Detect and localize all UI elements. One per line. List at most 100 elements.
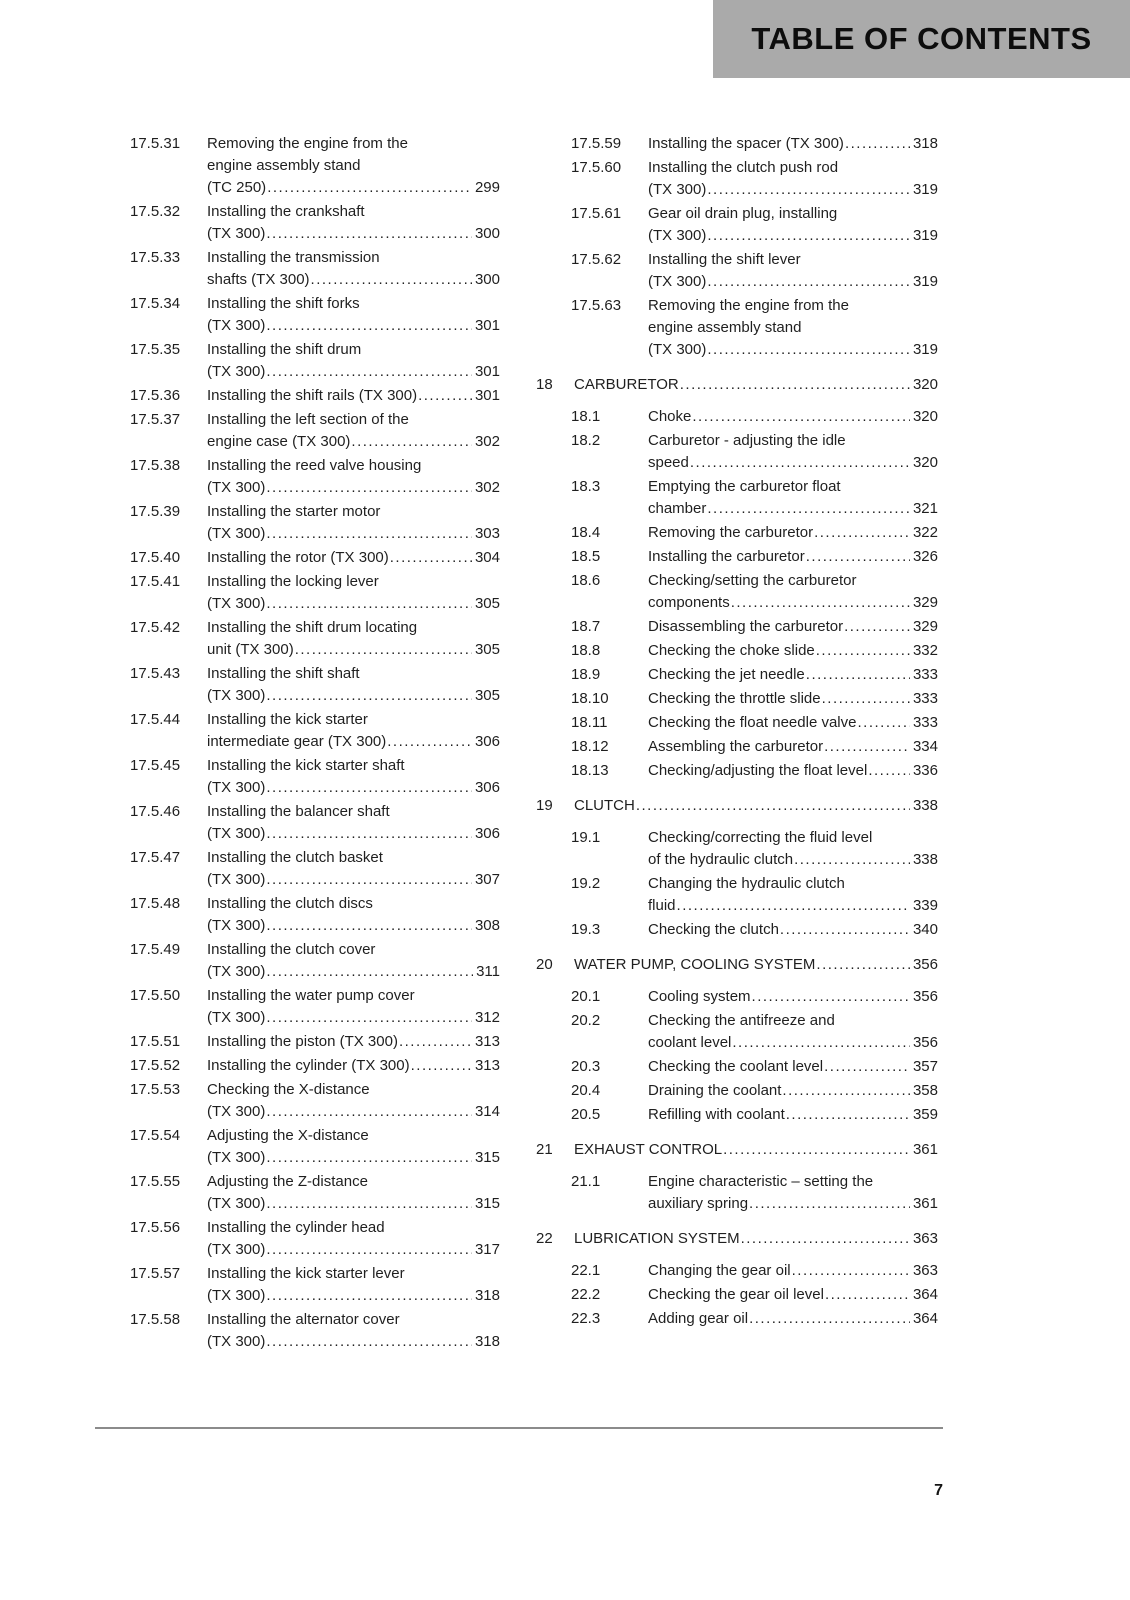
- entry-title-line: Removing the carburetor: [648, 524, 814, 541]
- entry-body: Installing the kick starter shaft (TX 300…: [207, 755, 500, 799]
- dot-leader: [749, 1308, 910, 1330]
- toc-entry-row: 20.3 Checking the coolant level 357: [571, 1056, 938, 1078]
- entry-title-line: Installing the shift forks: [207, 295, 360, 312]
- dot-leader: [707, 339, 910, 361]
- dot-leader: [677, 895, 910, 917]
- entry-number: 17.5.48: [130, 895, 181, 912]
- dot-leader: [723, 1139, 910, 1161]
- entry-title-line: shafts (TX 300): [207, 271, 310, 288]
- entry-title-line: (TX 300): [207, 1287, 266, 1304]
- entry-last-line: of the hydraulic clutch 338: [648, 849, 938, 871]
- chapter-title: LUBRICATION SYSTEM: [574, 1230, 740, 1247]
- entry-page-number: 306: [474, 825, 500, 842]
- entry-number: 22.2: [571, 1286, 601, 1303]
- entry-page-number: 303: [474, 525, 500, 542]
- entry-title-line: (TX 300): [207, 779, 266, 796]
- chapter-body: CARBURETOR 320: [574, 374, 938, 396]
- dot-leader: [825, 1284, 910, 1306]
- toc-entry-row: 20.4 Draining the coolant 358: [571, 1080, 938, 1102]
- entry-title-line: Installing the cylinder (TX 300): [207, 1057, 410, 1074]
- dot-leader: [266, 823, 472, 845]
- dot-leader: [794, 849, 910, 871]
- toc-entry-row: 17.5.44 Installing the kick starter interm…: [130, 709, 500, 753]
- entry-number: 17.5.46: [130, 803, 181, 820]
- entry-last-line: Installing the rotor (TX 300) 304: [207, 547, 500, 569]
- entry-body: Checking the choke slide 332: [648, 640, 938, 662]
- dot-leader: [680, 374, 910, 396]
- entry-body: Installing the clutch basket (TX 300) 307: [207, 847, 500, 891]
- entry-last-line: Draining the coolant 358: [648, 1080, 938, 1102]
- entry-last-line: Choke 320: [648, 406, 938, 428]
- entry-page-number: 339: [912, 897, 938, 914]
- chapter-body: CLUTCH 338: [574, 795, 938, 817]
- entry-page-number: 320: [912, 454, 938, 471]
- chapter-page-number: 356: [912, 956, 938, 973]
- entry-title-line: (TX 300): [648, 341, 707, 358]
- entry-title-line: Checking the gear oil level: [648, 1286, 824, 1303]
- dot-leader: [266, 223, 472, 245]
- chapter-number: 19: [536, 797, 553, 814]
- entry-number: 18.3: [571, 478, 601, 495]
- entry-last-line: (TX 300) 319: [648, 179, 938, 201]
- entry-page-number: 363: [912, 1262, 938, 1279]
- entry-body: Installing the spacer (TX 300) 318: [648, 133, 938, 155]
- entry-last-line: (TX 300) 308: [207, 915, 500, 937]
- entry-body: Installing the rotor (TX 300) 304: [207, 547, 500, 569]
- entry-body: Choke 320: [648, 406, 938, 428]
- entry-number: 22.1: [571, 1262, 601, 1279]
- chapter-page-number: 361: [912, 1141, 938, 1158]
- dot-leader: [266, 523, 472, 545]
- toc-column-left: 17.5.31 Removing the engine from the engin…: [130, 133, 500, 1355]
- entry-body: Installing the cylinder (TX 300) 313: [207, 1055, 500, 1077]
- entry-number: 17.5.41: [130, 573, 181, 590]
- entry-body: Installing the balancer shaft (TX 300) 306: [207, 801, 500, 845]
- entry-number: 17.5.35: [130, 341, 181, 358]
- entry-body: Installing the transmission shafts (TX 30…: [207, 247, 500, 291]
- toc-entry-row: 20.5 Refilling with coolant 359: [571, 1104, 938, 1126]
- entry-last-line: fluid 339: [648, 895, 938, 917]
- dot-leader: [731, 592, 910, 614]
- dot-leader: [266, 915, 472, 937]
- toc-entry-row: 17.5.59 Installing the spacer (TX 300) 318: [571, 133, 938, 155]
- entry-page-number: 304: [474, 549, 500, 566]
- entry-last-line: (TX 300) 314: [207, 1101, 500, 1123]
- entry-title-line: Choke: [648, 408, 692, 425]
- entry-title-line: (TX 300): [207, 1333, 266, 1350]
- entry-page-number: 301: [474, 387, 500, 404]
- entry-title-line: (TX 300): [207, 687, 266, 704]
- entry-title-line: Installing the balancer shaft: [207, 803, 390, 820]
- entry-page-number: 305: [474, 687, 500, 704]
- entry-number: 18.4: [571, 524, 601, 541]
- entry-page-number: 301: [474, 363, 500, 380]
- dot-leader: [845, 133, 910, 155]
- entry-title-line: chamber: [648, 500, 707, 517]
- entry-title-line: (TX 300): [648, 227, 707, 244]
- toc-entry-row: 18.1 Choke 320: [571, 406, 938, 428]
- dot-leader: [266, 315, 472, 337]
- chapter-number: 20: [536, 956, 553, 973]
- entry-number: 17.5.44: [130, 711, 181, 728]
- dot-leader: [707, 271, 910, 293]
- entry-last-line: (TX 300) 319: [648, 339, 938, 361]
- chapter-number: 18: [536, 376, 553, 393]
- entry-last-line: Installing the piston (TX 300) 313: [207, 1031, 500, 1053]
- dot-leader: [857, 712, 909, 734]
- entry-number: 17.5.52: [130, 1057, 181, 1074]
- entry-page-number: 306: [474, 779, 500, 796]
- entry-page-number: 302: [474, 433, 500, 450]
- entry-page-number: 319: [912, 227, 938, 244]
- entry-last-line: (TX 300) 300: [207, 223, 500, 245]
- entry-body: Engine characteristic – setting the auxil…: [648, 1171, 938, 1215]
- entry-body: Changing the gear oil 363: [648, 1260, 938, 1282]
- entry-page-number: 308: [474, 917, 500, 934]
- toc-entry-row: 20.1 Cooling system 356: [571, 986, 938, 1008]
- entry-title-line: (TX 300): [207, 1195, 266, 1212]
- entry-number: 17.5.38: [130, 457, 181, 474]
- entry-number: 18.11: [571, 714, 608, 731]
- entry-body: Installing the reed valve housing (TX 300…: [207, 455, 500, 499]
- entry-number: 17.5.60: [571, 159, 622, 176]
- toc-entry-row: 18.6 Checking/setting the carburetor compo…: [571, 570, 938, 614]
- entry-title-line: Installing the locking lever: [207, 573, 379, 590]
- entry-body: Installing the clutch discs (TX 300) 308: [207, 893, 500, 937]
- entry-title-line: Installing the alternator cover: [207, 1311, 400, 1328]
